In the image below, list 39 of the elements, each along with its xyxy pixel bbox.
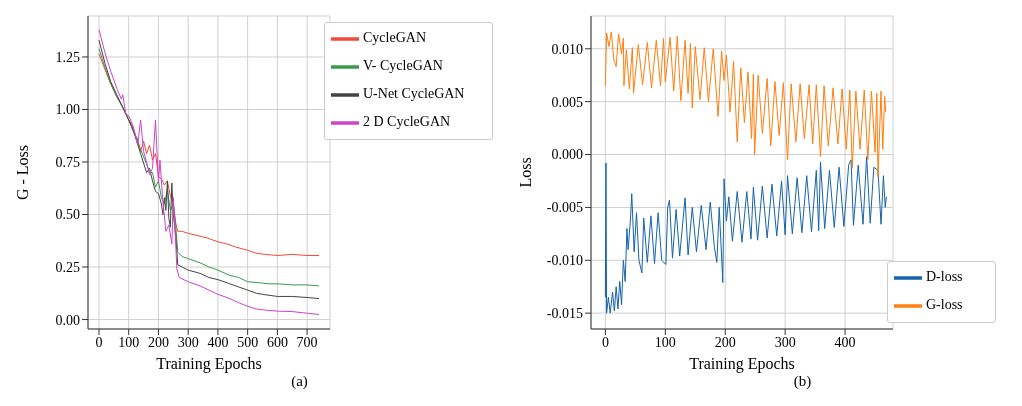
x-tick-label: 400: [207, 334, 229, 350]
x-tick-label: 200: [147, 334, 169, 350]
x-tick-label: 700: [296, 334, 318, 350]
x-tick-label: 0: [95, 334, 103, 350]
y-tick-label: 0.010: [551, 41, 583, 57]
x-tick-label: 300: [177, 334, 199, 350]
x-axis-title: Training Epochs: [156, 355, 262, 373]
x-tick-label: 200: [714, 334, 736, 350]
text: (b): [792, 373, 813, 390]
y-tick-label: -0.015: [546, 306, 583, 322]
legend-label: D-loss: [926, 269, 963, 285]
x-tick-label: 100: [654, 334, 676, 350]
x-tick-label: 500: [237, 334, 259, 350]
line-series: [604, 156, 887, 314]
legend-label: G-loss: [926, 297, 963, 313]
x-tick-label: 400: [834, 334, 856, 350]
y-tick-label: -0.005: [546, 200, 583, 216]
y-axis-title: G - Loss: [13, 144, 31, 201]
x-tick-label: 600: [266, 334, 288, 350]
y-tick-label: 0.50: [55, 207, 80, 223]
y-tick-label: 0.00: [55, 312, 80, 328]
y-tick-label: 0.005: [551, 94, 583, 110]
legend-label: V- CycleGAN: [363, 58, 443, 74]
line-series: [604, 31, 887, 178]
y-axis-title: Loss: [516, 157, 534, 188]
y-tick-label: 0.000: [551, 147, 583, 163]
y-tick-label: 1.00: [55, 102, 80, 118]
y-tick-label: 0.25: [55, 260, 80, 275]
x-tick-label: 100: [118, 334, 140, 350]
legend-label: U-Net CycleGAN: [363, 86, 465, 102]
y-tick-label: 1.25: [55, 49, 80, 65]
x-axis-title: Training Epochs: [689, 355, 795, 373]
y-tick-label: 0.75: [55, 154, 80, 170]
x-tick-label: 0: [601, 334, 609, 350]
text: (a): [290, 373, 309, 390]
legend-label: 2 D CycleGAN: [363, 114, 451, 130]
legend-label: CycleGAN: [363, 30, 426, 46]
x-tick-label: 300: [774, 334, 796, 350]
y-tick-label: -0.010: [546, 253, 583, 269]
